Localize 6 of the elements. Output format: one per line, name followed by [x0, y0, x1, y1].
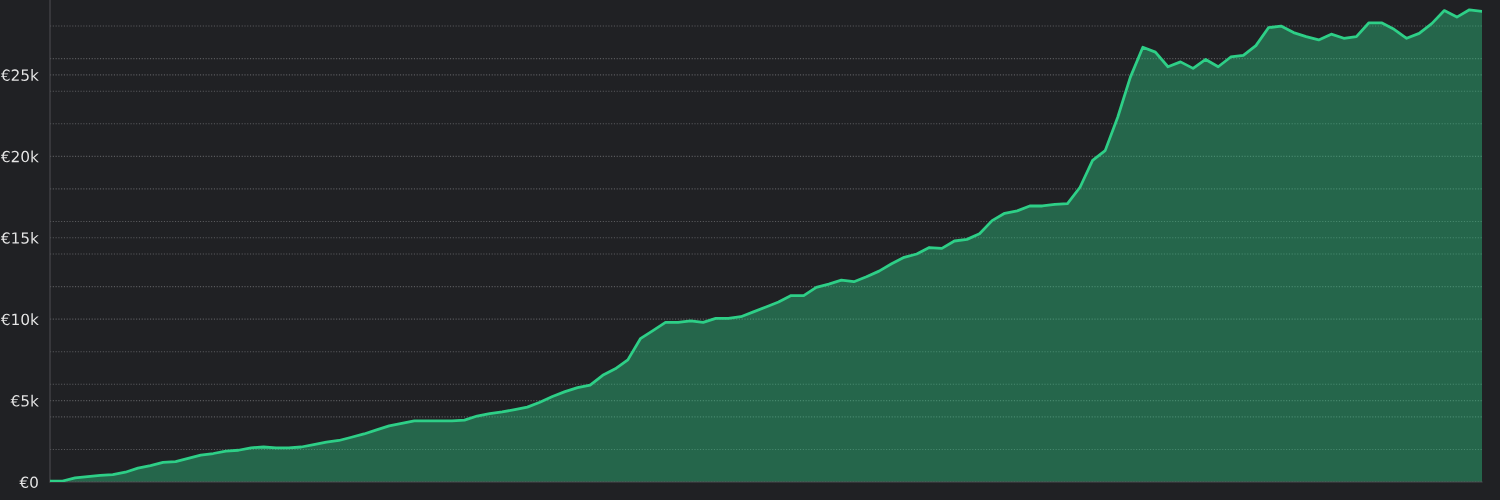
- y-tick-label: €5k: [10, 394, 39, 407]
- y-tick-label: €15k: [0, 231, 39, 244]
- y-tick-label: €20k: [0, 150, 39, 163]
- y-tick-label: €25k: [0, 69, 39, 81]
- y-tick-label: €0: [19, 476, 38, 489]
- y-tick-label: €10k: [0, 313, 39, 326]
